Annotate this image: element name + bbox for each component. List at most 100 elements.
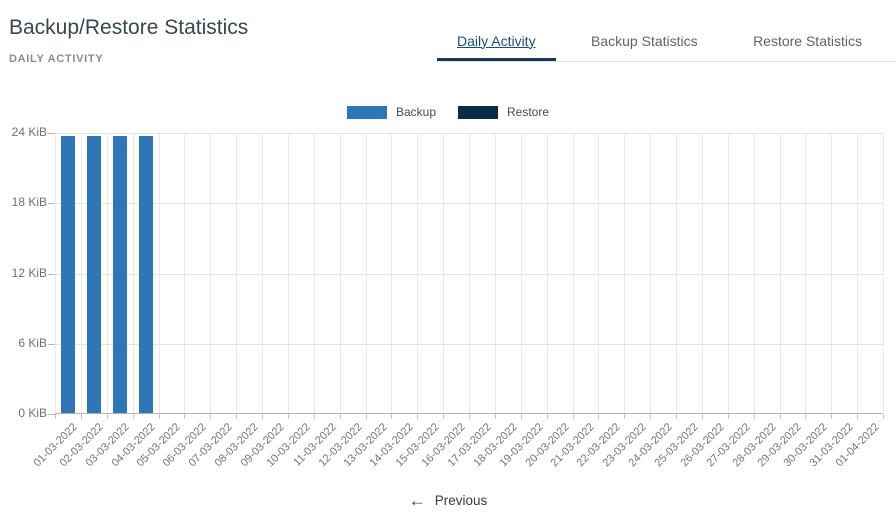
horizontal-gridline <box>55 203 883 204</box>
vertical-gridline <box>340 133 341 413</box>
page-title: Backup/Restore Statistics <box>9 16 249 39</box>
legend-label: Backup <box>395 105 436 119</box>
tab-restore-statistics[interactable]: Restore Statistics <box>733 23 882 61</box>
x-tick-mark <box>55 414 56 419</box>
vertical-gridline <box>391 133 392 413</box>
x-tick-mark <box>159 414 160 419</box>
tab-bar: Daily Activity Backup Statistics Restore S… <box>437 23 896 62</box>
vertical-gridline <box>598 133 599 413</box>
x-tick-mark <box>780 414 781 419</box>
x-tick-mark <box>547 414 548 419</box>
vertical-gridline <box>443 133 444 413</box>
x-tick-mark <box>754 414 755 419</box>
vertical-gridline <box>133 133 134 413</box>
previous-button[interactable]: ← Previous <box>0 492 896 509</box>
y-tick-mark <box>48 133 55 134</box>
vertical-gridline <box>728 133 729 413</box>
bar-backup <box>113 136 127 413</box>
x-tick-mark <box>236 414 237 419</box>
bar-backup <box>139 136 153 413</box>
vertical-gridline <box>573 133 574 413</box>
x-tick-mark <box>469 414 470 419</box>
vertical-gridline <box>288 133 289 413</box>
x-tick-mark <box>857 414 858 419</box>
tab-backup-statistics[interactable]: Backup Statistics <box>571 23 718 61</box>
vertical-gridline <box>314 133 315 413</box>
x-tick-mark <box>443 414 444 419</box>
page-subtitle: DAILY ACTIVITY <box>9 53 104 65</box>
vertical-gridline <box>805 133 806 413</box>
vertical-gridline <box>650 133 651 413</box>
y-axis-label: 6 KiB <box>18 336 47 350</box>
chart-legend: Backup Restore <box>0 105 896 119</box>
vertical-gridline <box>883 133 884 413</box>
tab-daily-activity[interactable]: Daily Activity <box>437 23 556 61</box>
y-axis-label: 0 KiB <box>18 406 47 420</box>
legend-swatch-restore <box>458 105 498 119</box>
plot-area <box>55 133 884 419</box>
x-tick-mark <box>391 414 392 419</box>
vertical-gridline <box>210 133 211 413</box>
horizontal-gridline <box>55 274 883 275</box>
y-tick-mark <box>48 274 55 275</box>
y-axis-label: 24 KiB <box>11 125 47 139</box>
x-tick-mark <box>417 414 418 419</box>
vertical-gridline <box>547 133 548 413</box>
previous-label: Previous <box>434 493 488 508</box>
x-tick-mark <box>624 414 625 419</box>
vertical-gridline <box>495 133 496 413</box>
x-tick-mark <box>573 414 574 419</box>
legend-label: Restore <box>507 105 550 119</box>
y-tick-mark <box>48 414 55 415</box>
vertical-gridline <box>521 133 522 413</box>
x-tick-mark <box>210 414 211 419</box>
y-axis-label: 18 KiB <box>11 195 47 209</box>
vertical-gridline <box>624 133 625 413</box>
vertical-gridline <box>55 133 56 413</box>
x-tick-mark <box>728 414 729 419</box>
y-axis-label: 12 KiB <box>11 266 47 280</box>
vertical-gridline <box>469 133 470 413</box>
x-tick-mark <box>495 414 496 419</box>
vertical-gridline <box>159 133 160 413</box>
vertical-gridline <box>780 133 781 413</box>
vertical-gridline <box>262 133 263 413</box>
tab-label: Daily Activity <box>457 32 536 49</box>
x-tick-mark <box>340 414 341 419</box>
legend-item-restore: Restore <box>458 105 549 119</box>
x-tick-mark <box>133 414 134 419</box>
x-tick-mark <box>650 414 651 419</box>
vertical-gridline <box>81 133 82 413</box>
y-tick-mark <box>48 203 55 204</box>
vertical-gridline <box>857 133 858 413</box>
x-tick-mark <box>702 414 703 419</box>
x-tick-mark <box>184 414 185 419</box>
legend-item-backup: Backup <box>346 105 436 119</box>
x-tick-mark <box>288 414 289 419</box>
x-tick-mark <box>107 414 108 419</box>
vertical-gridline <box>236 133 237 413</box>
x-tick-mark <box>831 414 832 419</box>
vertical-gridline <box>417 133 418 413</box>
tab-label: Restore Statistics <box>753 32 862 49</box>
vertical-gridline <box>831 133 832 413</box>
tab-label: Backup Statistics <box>591 32 698 49</box>
x-tick-mark <box>262 414 263 419</box>
x-tick-mark <box>81 414 82 419</box>
x-tick-mark <box>366 414 367 419</box>
legend-swatch-backup <box>346 105 387 119</box>
vertical-gridline <box>366 133 367 413</box>
x-tick-mark <box>883 414 884 419</box>
vertical-gridline <box>107 133 108 413</box>
vertical-gridline <box>754 133 755 413</box>
left-arrow-icon: ← <box>408 491 426 510</box>
vertical-gridline <box>702 133 703 413</box>
y-tick-mark <box>48 344 55 345</box>
x-tick-mark <box>805 414 806 419</box>
vertical-gridline <box>184 133 185 413</box>
x-tick-mark <box>521 414 522 419</box>
horizontal-gridline <box>55 344 883 345</box>
bar-backup <box>87 136 101 413</box>
x-tick-mark <box>314 414 315 419</box>
